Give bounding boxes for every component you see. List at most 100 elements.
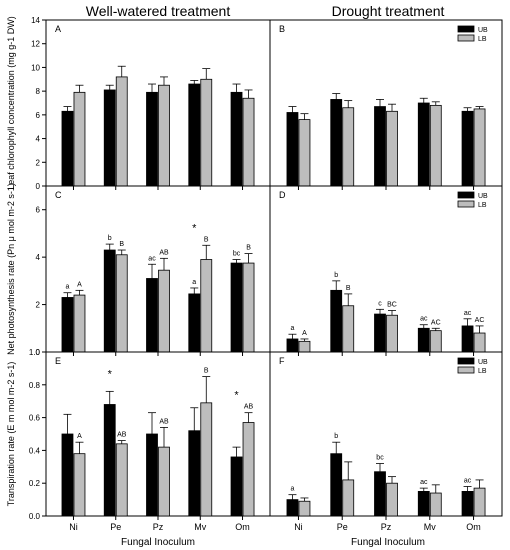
legend-label-UB: UB: [478, 27, 488, 34]
significance-letter: A: [302, 330, 307, 337]
bar-UB-Mv: [417, 102, 430, 187]
x-tick-label: Pe: [337, 522, 348, 532]
significance-letter: A: [77, 281, 82, 288]
bar-UB-Om: [230, 262, 243, 353]
panel-E: E 0.0 0.2 0.4 0.6 0.8 1.0 Transpiration rate (E…: [6, 348, 271, 532]
x-tick-label: Pz: [381, 522, 392, 532]
x-tick-label: Pz: [153, 522, 164, 532]
bar-UB-Pe: [330, 453, 343, 517]
significance-letter: AC: [475, 317, 485, 324]
bar-UB-Pe: [103, 89, 116, 187]
panel-D: Da b c ac ac A B BC AC AC UB LB: [269, 185, 503, 356]
panel-letter: E: [55, 356, 61, 366]
bar-UB-Pz: [146, 433, 158, 517]
bar-UB-Ni: [286, 112, 299, 187]
legend-label-UB: UB: [478, 193, 488, 200]
panel-letter: D: [279, 190, 286, 200]
significance-letter: B: [204, 368, 209, 375]
legend-label-LB: LB: [478, 36, 487, 43]
significance-letter: AB: [159, 249, 169, 256]
bar-LB-Pe: [115, 254, 128, 353]
y-tick-label: 6: [36, 206, 41, 215]
significance-letter: a: [66, 284, 70, 291]
panel-C: C 0 2 4 6 Net photosynthesis rate (Pn μ mol m…: [6, 183, 271, 357]
y-axis-label: Transpiration rate (E m mol m-2 s-1): [6, 362, 16, 507]
y-tick-label: 0.2: [29, 479, 41, 488]
bar-UB-Om: [230, 91, 243, 187]
panel-letter: C: [55, 190, 62, 200]
significance-letter: a: [192, 279, 196, 286]
y-tick-label: 6: [36, 111, 41, 120]
legend-swatch-LB: [457, 366, 475, 374]
bar-UB-Mv: [188, 83, 201, 187]
bar-LB-Om: [242, 262, 255, 353]
x-axis-label-right: Fungal Inoculum: [351, 537, 425, 548]
panel-B: B UB LB: [269, 19, 503, 190]
y-tick-label: 0.6: [29, 414, 41, 423]
bar-LB-Mv: [429, 104, 442, 187]
panel-F: Fa b bc ac ac Ni Pe Pz Mv Om UB LB: [269, 351, 503, 532]
bar-LB-Mv: [200, 402, 213, 517]
bar-UB-Om: [461, 325, 474, 353]
x-tick-label: Mv: [424, 522, 436, 532]
significance-letter: bc: [376, 455, 384, 462]
x-axis-label-left: Fungal Inoculum: [121, 537, 195, 548]
bar-LB-Pe: [115, 443, 128, 517]
legend-swatch-UB: [457, 191, 475, 199]
bar-LB-Pz: [158, 446, 170, 517]
bar-LB-Pe: [115, 76, 128, 187]
legend-swatch-LB: [457, 34, 475, 42]
y-tick-label: 0.4: [29, 446, 41, 455]
x-tick-label: Om: [466, 522, 481, 532]
bar-LB-Om: [473, 332, 486, 353]
significance-letter: a: [290, 325, 294, 332]
significance-letter: ac: [420, 316, 428, 323]
legend-swatch-UB: [457, 357, 475, 365]
bar-UB-Om: [230, 456, 243, 517]
y-tick-label: 4: [36, 135, 41, 144]
significance-letter: B: [204, 236, 209, 243]
bar-UB-Mv: [188, 293, 201, 353]
heading-drought: Drought treatment: [332, 3, 445, 19]
significance-star: *: [192, 222, 197, 234]
x-tick-label: Ni: [294, 522, 303, 532]
bar-UB-Pz: [374, 471, 386, 517]
significance-star: *: [234, 390, 239, 402]
bar-UB-Ni: [61, 110, 74, 187]
bar-UB-Pz: [146, 91, 158, 187]
bar-UB-Ni: [286, 499, 299, 517]
significance-letter: bc: [233, 251, 241, 258]
bar-LB-Mv: [429, 492, 442, 517]
x-tick-label: Om: [235, 522, 250, 532]
bar-UB-Ni: [61, 297, 74, 353]
legend-label-LB: LB: [478, 202, 487, 209]
legend-swatch-LB: [457, 200, 475, 208]
bar-LB-Pe: [342, 305, 355, 353]
significance-letter: b: [334, 272, 338, 279]
bar-LB-Mv: [200, 259, 213, 353]
bar-LB-Pe: [342, 479, 355, 517]
significance-letter: B: [246, 245, 251, 252]
y-tick-label: 14: [31, 16, 40, 25]
y-tick-label: 0.0: [29, 512, 41, 521]
significance-star: *: [108, 368, 113, 380]
y-tick-label: 2: [36, 301, 41, 310]
significance-letter: BC: [387, 302, 397, 309]
y-tick-label: 0: [36, 348, 41, 357]
y-tick-label: 8: [36, 87, 41, 96]
panel-letter: A: [55, 24, 61, 34]
y-tick-label: 1.0: [29, 348, 41, 357]
bar-UB-Om: [461, 110, 474, 187]
panel-letter: B: [279, 24, 285, 34]
bar-LB-Pz: [386, 482, 398, 517]
significance-letter: ac: [464, 477, 472, 484]
significance-letter: AB: [117, 432, 127, 439]
significance-letter: b: [108, 235, 112, 242]
bar-LB-Pz: [386, 314, 398, 353]
significance-letter: c: [378, 300, 382, 307]
legend-label-UB: UB: [478, 359, 488, 366]
bar-LB-Om: [242, 97, 255, 187]
bar-UB-Pz: [374, 313, 386, 353]
y-tick-label: 4: [36, 253, 41, 262]
y-axis-label: Leaf chlorophyll concentration (mg g-1 D…: [6, 16, 16, 190]
